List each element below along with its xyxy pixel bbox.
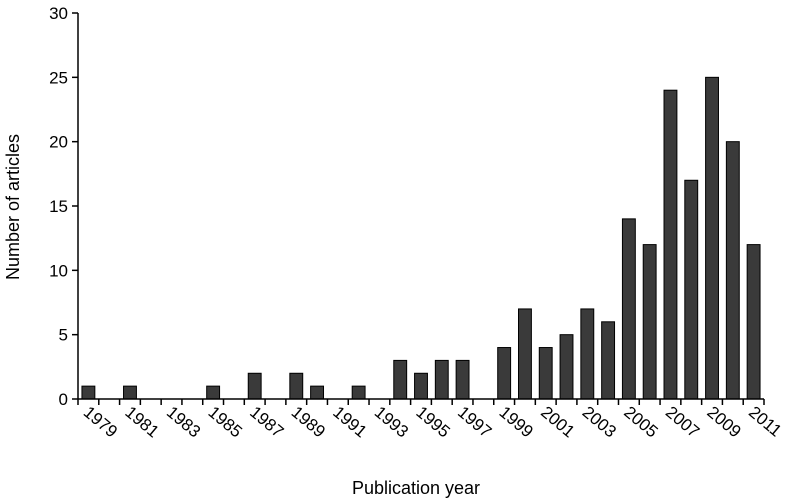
bar-2004 xyxy=(601,321,616,400)
bar-1995 xyxy=(414,372,428,400)
bar-2001 xyxy=(538,347,553,400)
bar-2002 xyxy=(559,334,574,400)
x-tick-label: 1983 xyxy=(163,403,204,442)
bar-1987 xyxy=(247,372,262,400)
bar-2000 xyxy=(518,308,532,400)
bar-1985 xyxy=(206,385,221,400)
x-axis-label: Publication year xyxy=(352,478,480,498)
y-ticks-group: 0 5 10 15 20 25 30 xyxy=(49,4,78,409)
bar-1990 xyxy=(310,385,325,400)
x-tick-label: 1989 xyxy=(288,403,329,442)
x-tick-label: 2005 xyxy=(620,403,661,442)
bar-2005 xyxy=(621,218,636,400)
y-tick-label: 15 xyxy=(49,197,68,216)
bar-1981 xyxy=(123,385,137,400)
bar-1997 xyxy=(455,359,470,400)
x-tick-label: 1991 xyxy=(329,403,370,442)
x-ticks-group: 1979 1981 1983 1985 1987 1989 1991 1993 1995 1997… xyxy=(77,399,785,442)
x-tick-label: 1993 xyxy=(371,403,412,442)
bar-2011 xyxy=(746,244,761,400)
x-tick-label: 2011 xyxy=(745,403,785,441)
y-tick-label: 10 xyxy=(49,261,68,280)
x-tick-label: 1995 xyxy=(412,403,453,442)
x-tick-label: 1985 xyxy=(205,403,246,442)
bar-1979 xyxy=(81,385,96,400)
bar-2003 xyxy=(580,308,595,400)
y-tick-label: 0 xyxy=(59,390,68,409)
bar-1999 xyxy=(497,347,512,400)
x-tick-label: 2003 xyxy=(579,403,620,442)
x-tick-label: 1999 xyxy=(496,403,537,442)
y-axis-label: Number of articles xyxy=(3,134,23,280)
bar-2006 xyxy=(642,244,657,400)
x-tick-label: 2001 xyxy=(537,403,578,442)
bar-1989 xyxy=(289,372,304,400)
bar-1994 xyxy=(393,359,408,400)
x-tick-label: 2009 xyxy=(703,403,744,442)
bar-1992 xyxy=(351,385,366,400)
bar-2007 xyxy=(663,89,678,400)
x-tick-label: 1981 xyxy=(121,403,162,442)
bar-1996 xyxy=(434,359,449,400)
y-tick-label: 20 xyxy=(49,133,68,152)
bar-2008 xyxy=(684,179,699,400)
bar-2009 xyxy=(705,76,719,400)
y-tick-label: 5 xyxy=(59,326,68,345)
x-tick-label: 2007 xyxy=(662,403,703,442)
y-tick-label: 30 xyxy=(49,4,68,23)
y-tick-label: 25 xyxy=(49,68,68,87)
x-tick-label: 1987 xyxy=(246,403,287,442)
x-tick-label: 1979 xyxy=(80,403,121,442)
x-tick-label: 1997 xyxy=(454,403,495,442)
bar-2010 xyxy=(725,141,740,400)
bars-group xyxy=(81,76,761,400)
axes-group xyxy=(77,13,764,400)
